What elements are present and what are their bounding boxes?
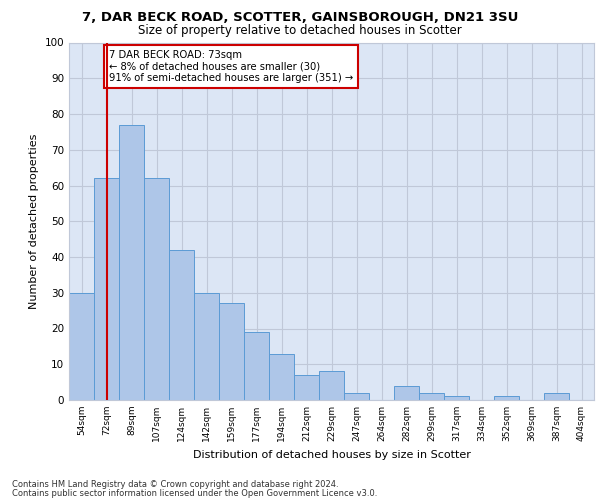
Text: Contains public sector information licensed under the Open Government Licence v3: Contains public sector information licen… — [12, 488, 377, 498]
Bar — [94, 178, 119, 400]
Bar — [319, 372, 344, 400]
Bar — [394, 386, 419, 400]
Bar — [69, 292, 94, 400]
Bar — [444, 396, 469, 400]
Bar — [344, 393, 369, 400]
Bar — [419, 393, 444, 400]
Text: Contains HM Land Registry data © Crown copyright and database right 2024.: Contains HM Land Registry data © Crown c… — [12, 480, 338, 489]
Text: 7 DAR BECK ROAD: 73sqm
← 8% of detached houses are smaller (30)
91% of semi-deta: 7 DAR BECK ROAD: 73sqm ← 8% of detached … — [109, 50, 353, 83]
Bar — [169, 250, 194, 400]
Bar — [544, 393, 569, 400]
Text: 7, DAR BECK ROAD, SCOTTER, GAINSBOROUGH, DN21 3SU: 7, DAR BECK ROAD, SCOTTER, GAINSBOROUGH,… — [82, 11, 518, 24]
Bar — [494, 396, 519, 400]
Bar — [244, 332, 269, 400]
Text: Size of property relative to detached houses in Scotter: Size of property relative to detached ho… — [138, 24, 462, 37]
Bar — [219, 304, 244, 400]
Bar — [194, 292, 219, 400]
Bar — [269, 354, 294, 400]
Bar — [294, 375, 319, 400]
Bar — [144, 178, 169, 400]
Y-axis label: Number of detached properties: Number of detached properties — [29, 134, 39, 309]
Bar — [119, 124, 144, 400]
X-axis label: Distribution of detached houses by size in Scotter: Distribution of detached houses by size … — [193, 450, 470, 460]
